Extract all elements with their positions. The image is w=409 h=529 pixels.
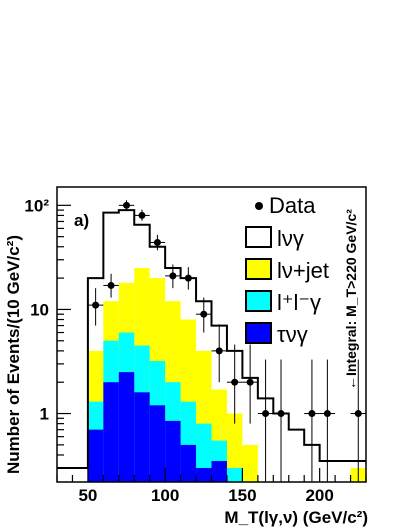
integral-annotation: ←Integral: M_T>220 GeV/c²	[343, 209, 359, 390]
data-point	[308, 410, 316, 418]
data-point	[107, 281, 115, 289]
data-point	[200, 310, 208, 318]
axes: 50 100 150 200 1 10 10²	[24, 186, 367, 505]
data-point	[138, 211, 146, 219]
bar-τνγ-10	[211, 461, 227, 482]
y-tick-label: 10²	[24, 196, 49, 215]
bar-τνγ-2	[87, 429, 104, 482]
legend-label-lnujet: lν+jet	[277, 258, 329, 283]
bar-lν+jet-11	[226, 413, 243, 482]
bar-l⁺l⁻γ-9	[196, 423, 212, 482]
data-point	[231, 378, 239, 386]
legend-swatch-llgamma	[245, 290, 272, 312]
legend-label-taunugamma: τνγ	[277, 322, 308, 347]
data-point	[123, 201, 131, 209]
data-point	[246, 378, 254, 386]
legend-label-data: Data	[269, 193, 316, 218]
legend: Data lνγ lν+jet l⁺l⁻γ τνγ	[245, 193, 329, 347]
legend-label-llgamma: l⁺l⁻γ	[277, 290, 321, 315]
bar-l⁺l⁻γ-11	[226, 467, 243, 482]
total-step-line	[57, 209, 366, 469]
x-tick-label: 150	[228, 486, 256, 505]
legend-swatch-lnugamma	[245, 226, 272, 248]
y-axis-title: Number of Events/(10 GeV/c²)	[4, 235, 23, 474]
bar-τνγ-8	[180, 444, 197, 482]
data-point	[215, 347, 223, 355]
legend-swatch-taunugamma	[245, 322, 272, 344]
legend-data-marker	[255, 202, 263, 210]
x-tick-label: 200	[305, 486, 333, 505]
data-point	[354, 410, 362, 418]
data-point	[277, 410, 285, 418]
legend-label-lnugamma: lνγ	[277, 226, 304, 251]
bar-τνγ-6	[149, 405, 166, 482]
legend-swatch-lnujet	[245, 258, 272, 280]
panel-label: a)	[74, 211, 89, 230]
bar-τνγ-7	[165, 420, 181, 482]
data-point	[153, 238, 161, 246]
bar-lν+jet-12	[242, 444, 258, 482]
y-tick-label: 10	[30, 300, 49, 319]
data-point	[323, 410, 331, 418]
bar-τνγ-4	[118, 372, 135, 482]
y-tick-label: 1	[40, 405, 49, 424]
bar-τνγ-5	[134, 392, 150, 482]
data-point	[184, 274, 192, 282]
data-point	[92, 301, 100, 309]
bar-τνγ-3	[103, 382, 119, 482]
data-point	[169, 272, 177, 280]
data-point	[262, 410, 270, 418]
x-axis-title: M_T(lγ,ν) (GeV/c²)	[224, 508, 368, 527]
bar-τνγ-9	[196, 467, 212, 482]
x-tick-label: 100	[151, 486, 179, 505]
x-tick-label: 50	[78, 486, 97, 505]
plot-area	[57, 200, 366, 482]
